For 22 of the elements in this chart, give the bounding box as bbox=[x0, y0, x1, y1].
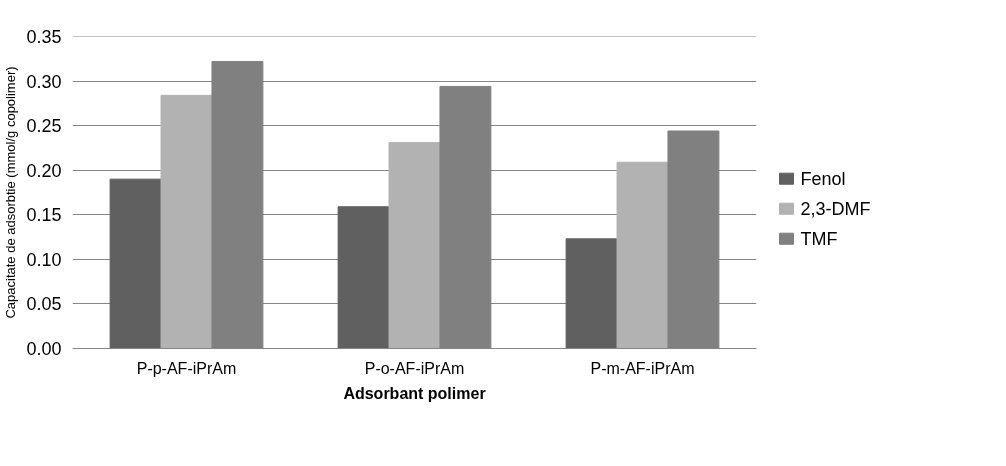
bar bbox=[565, 238, 618, 349]
y-axis-title: Capacitate de adsorbtie (mmol/g copolimer) bbox=[3, 66, 19, 319]
y-tick-label: 0.20 bbox=[26, 160, 62, 181]
x-tick-label: P-m-AF-iPrAm bbox=[590, 359, 695, 377]
x-tick-label: P-o-AF-iPrAm bbox=[364, 359, 465, 377]
y-tick-label: 0.10 bbox=[26, 249, 62, 270]
bar bbox=[109, 178, 162, 349]
legend-label: TMF bbox=[800, 228, 838, 249]
x-tick-label: P-p-AF-iPrAm bbox=[136, 359, 237, 377]
legend-label: Fenol bbox=[800, 168, 846, 189]
bar bbox=[388, 142, 441, 349]
legend-label: 2,3-DMF bbox=[800, 198, 871, 219]
bar bbox=[160, 94, 213, 349]
y-tick-label: 0.35 bbox=[26, 27, 62, 47]
y-tick-label: 0.25 bbox=[26, 116, 62, 137]
y-tick-label: 0.30 bbox=[26, 71, 62, 92]
bar bbox=[337, 206, 390, 349]
y-tick-label: 0.00 bbox=[26, 339, 62, 359]
y-tick-label: 0.15 bbox=[26, 205, 62, 226]
bar bbox=[616, 161, 669, 349]
y-tick-label: 0.05 bbox=[26, 294, 62, 315]
x-axis-title: Adsorbant polimer bbox=[343, 384, 486, 402]
